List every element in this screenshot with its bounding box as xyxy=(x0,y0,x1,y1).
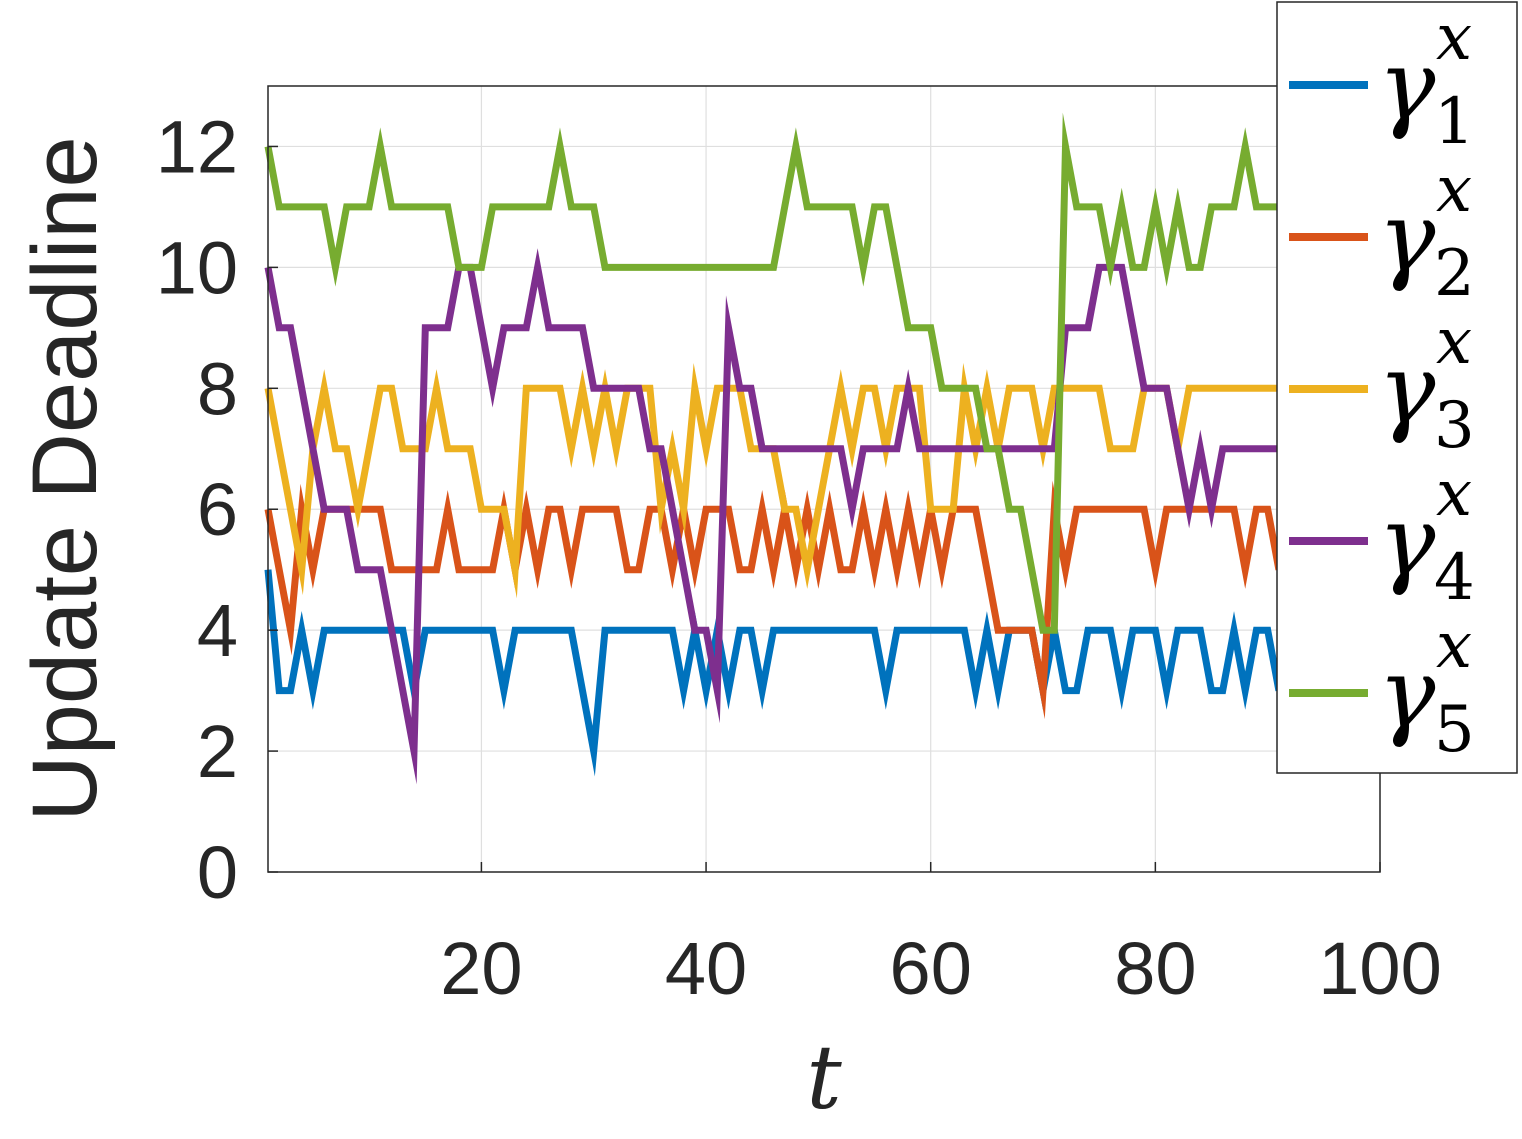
legend-label-3: γ xyxy=(1378,334,1436,446)
y-axis-label: Update Deadline xyxy=(14,136,116,821)
y-tick-label: 0 xyxy=(197,831,238,914)
legend-label-4: γ xyxy=(1378,486,1436,598)
y-tick-label: 10 xyxy=(156,226,238,309)
series-line-1 xyxy=(264,569,1283,777)
y-tick-label: 12 xyxy=(156,105,238,188)
x-axis-label: t xyxy=(806,1026,842,1129)
legend-subscript-5: 5 xyxy=(1434,693,1475,767)
x-tick-label: 60 xyxy=(890,927,972,1010)
y-tick-label: 6 xyxy=(197,468,238,551)
legend-superscript-3: x xyxy=(1436,305,1472,379)
x-tick-label: 80 xyxy=(1114,927,1196,1010)
series-line-2 xyxy=(264,480,1283,720)
legend-subscript-3: 3 xyxy=(1434,389,1475,463)
x-tick-label: 100 xyxy=(1318,927,1441,1010)
legend-subscript-2: 2 xyxy=(1434,237,1475,311)
legend-superscript-1: x xyxy=(1436,1,1472,75)
x-axis-ticks: 20 40 60 80 100 xyxy=(440,862,1442,1010)
legend-superscript-5: x xyxy=(1436,609,1472,683)
y-axis-ticks: 0 2 4 6 8 10 12 xyxy=(156,105,278,914)
legend-superscript-4: x xyxy=(1436,457,1472,531)
legend-label-2: γ xyxy=(1378,182,1436,294)
legend: γ x1γ x2γ x3γ x4γ x5 xyxy=(1276,1,1518,774)
legend-label-5: γ xyxy=(1378,638,1436,750)
legend-subscript-4: 4 xyxy=(1434,541,1475,615)
legend-label-1: γ xyxy=(1378,30,1436,142)
y-tick-label: 2 xyxy=(197,710,238,793)
x-tick-label: 20 xyxy=(440,927,522,1010)
legend-superscript-2: x xyxy=(1436,153,1472,227)
y-tick-label: 8 xyxy=(197,347,238,430)
series-layer xyxy=(264,112,1283,785)
series-line-5 xyxy=(264,112,1279,634)
legend-subscript-1: 1 xyxy=(1434,85,1475,159)
y-tick-label: 4 xyxy=(197,589,238,672)
x-tick-label: 40 xyxy=(665,927,747,1010)
